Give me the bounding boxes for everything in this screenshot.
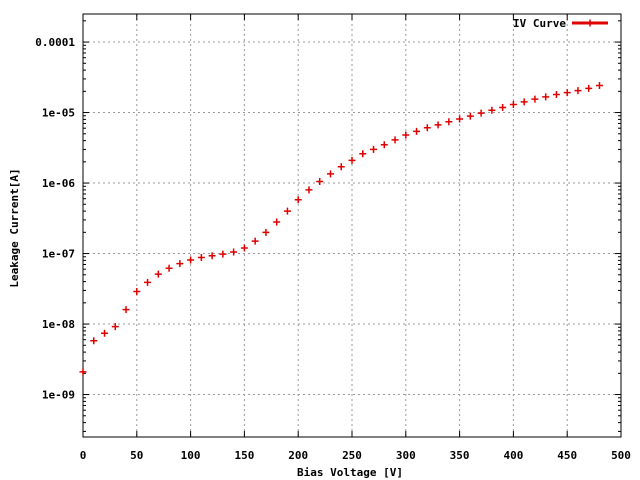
data-point	[380, 141, 388, 149]
data-point	[111, 323, 119, 331]
y-tick-label: 1e-05	[42, 107, 75, 120]
legend-label: IV Curve	[513, 17, 566, 30]
data-point	[90, 337, 98, 345]
data-point	[370, 145, 378, 153]
data-point	[434, 121, 442, 129]
data-point	[230, 248, 238, 256]
data-point	[326, 170, 334, 178]
data-point	[240, 244, 248, 252]
data-point	[563, 89, 571, 97]
data-point	[552, 91, 560, 99]
x-tick-label: 100	[181, 449, 201, 462]
legend-marker-sample	[586, 19, 594, 27]
x-tick-label: 300	[396, 449, 416, 462]
y-tick-label: 1e-06	[42, 177, 75, 190]
data-point	[456, 115, 464, 123]
x-tick-label: 200	[288, 449, 308, 462]
data-point	[165, 264, 173, 272]
data-point	[499, 103, 507, 111]
data-point	[273, 218, 281, 226]
data-point	[520, 98, 528, 106]
data-point	[391, 136, 399, 144]
data-point	[251, 237, 259, 245]
data-point	[585, 84, 593, 92]
data-point	[208, 252, 216, 260]
x-tick-label: 0	[80, 449, 87, 462]
data-point	[574, 87, 582, 95]
legend-marker-cross	[586, 19, 594, 27]
data-point	[133, 287, 141, 295]
x-tick-label: 400	[503, 449, 523, 462]
y-tick-label: 1e-07	[42, 248, 75, 261]
y-tick-label: 1e-09	[42, 389, 75, 402]
x-tick-label: 250	[342, 449, 362, 462]
data-point	[154, 270, 162, 278]
data-point	[219, 250, 227, 258]
data-point	[466, 112, 474, 120]
y-axis-label: Leakage Current[A]	[8, 168, 21, 287]
x-tick-label: 150	[234, 449, 254, 462]
y-tick-label: 0.0001	[35, 36, 75, 49]
grid	[83, 14, 621, 437]
data-point	[305, 186, 313, 194]
x-tick-labels: 0 50 100 150 200 250 300 350 400 450 500	[80, 449, 631, 462]
x-tick-label: 350	[450, 449, 470, 462]
data-point	[542, 93, 550, 101]
data-point	[488, 106, 496, 114]
data-point	[283, 207, 291, 215]
y-tick-labels: 1e-09 1e-08 1e-07 1e-06 1e-05 0.0001	[35, 36, 75, 402]
data-point	[477, 109, 485, 117]
data-point	[359, 150, 367, 158]
axis-ticks	[82, 14, 622, 437]
x-axis-label: Bias Voltage [V]	[297, 466, 403, 479]
data-point	[595, 81, 603, 89]
data-point	[144, 278, 152, 286]
legend: IV Curve	[513, 17, 608, 30]
data-point	[122, 306, 130, 314]
x-tick-label: 50	[130, 449, 143, 462]
y-tick-label: 1e-08	[42, 318, 75, 331]
x-tick-label: 450	[557, 449, 577, 462]
data-point	[197, 253, 205, 261]
data-point	[423, 124, 431, 132]
data-point	[348, 156, 356, 164]
data-point	[176, 260, 184, 268]
data-point	[531, 95, 539, 103]
data-point	[413, 127, 421, 135]
data-point	[294, 196, 302, 204]
data-point	[79, 368, 87, 376]
data-point	[337, 163, 345, 171]
x-tick-label: 500	[611, 449, 631, 462]
data-point	[402, 131, 410, 139]
data-point	[262, 228, 270, 236]
data-point	[445, 118, 453, 126]
data-point	[187, 256, 195, 264]
data-point	[316, 178, 324, 186]
data-point	[101, 329, 109, 337]
data-points	[79, 81, 603, 376]
data-point	[509, 101, 517, 109]
